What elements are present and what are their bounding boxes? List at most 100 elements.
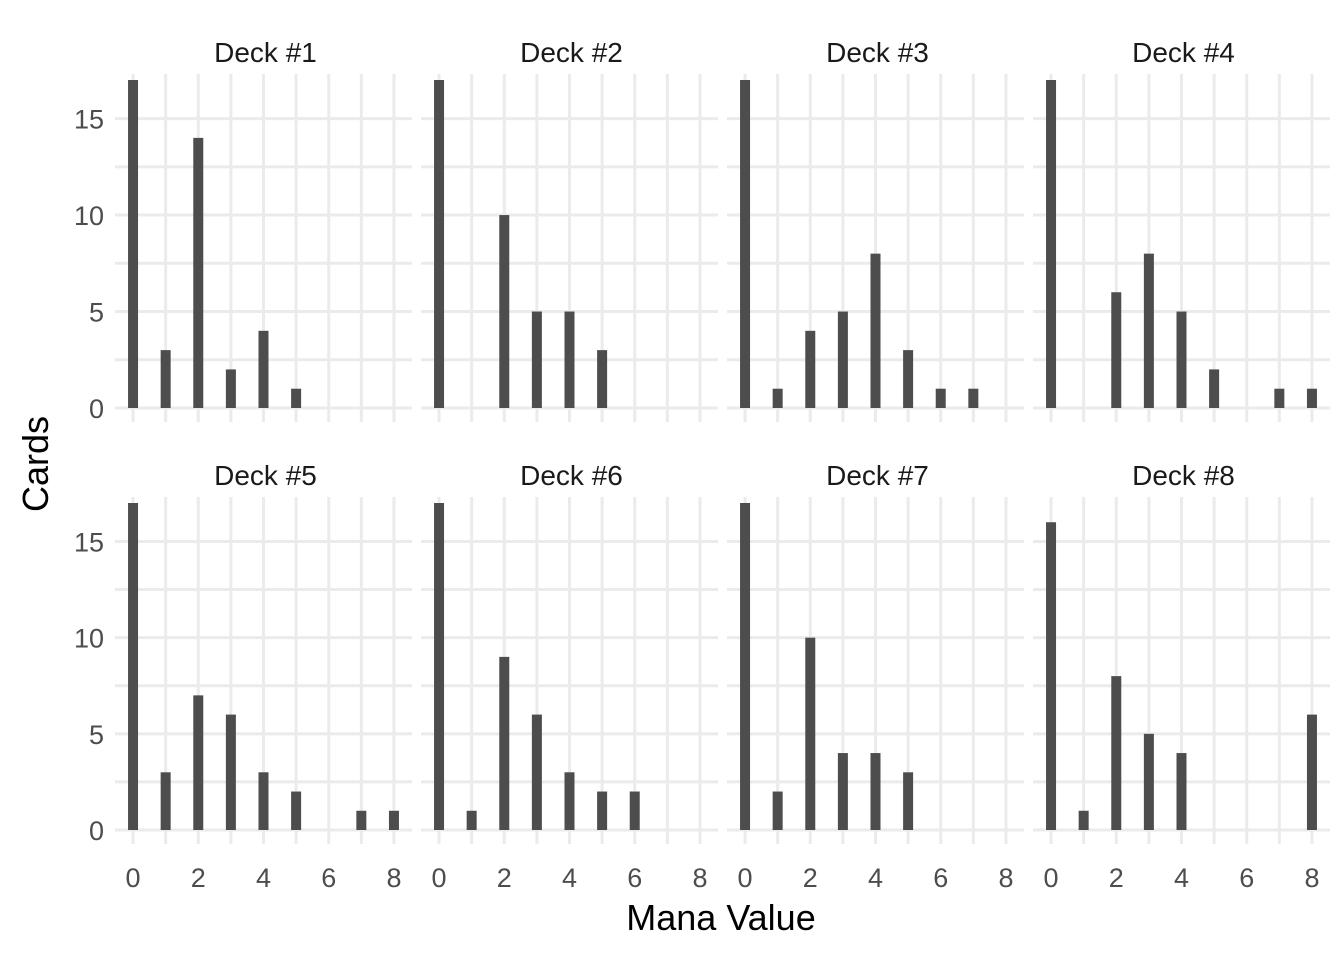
- bar-mana-0: [434, 503, 445, 830]
- x-tick-label: 4: [1174, 863, 1189, 893]
- bar-mana-3: [225, 714, 236, 830]
- bar-mana-7: [356, 810, 367, 830]
- bar-mana-0: [740, 80, 751, 408]
- panel-title: Deck #4: [1132, 37, 1235, 68]
- bar-mana-4: [258, 330, 269, 408]
- x-tick-label: 8: [998, 863, 1013, 893]
- bar-mana-3: [531, 714, 542, 830]
- bar-mana-4: [870, 753, 881, 830]
- bar-mana-3: [1143, 733, 1154, 830]
- bar-mana-5: [903, 772, 914, 830]
- x-tick-label: 6: [1239, 863, 1254, 893]
- bar-mana-0: [1046, 80, 1057, 408]
- x-tick-label: 8: [692, 863, 707, 893]
- x-tick-label: 0: [1044, 863, 1059, 893]
- x-tick-label: 4: [256, 863, 271, 893]
- x-tick-label: 0: [738, 863, 753, 893]
- y-axis-title: Cards: [15, 416, 56, 512]
- x-tick-label: 2: [191, 863, 206, 893]
- bar-mana-5: [597, 350, 608, 408]
- bar-mana-1: [160, 350, 171, 408]
- x-axis-title: Mana Value: [626, 897, 815, 938]
- bar-mana-4: [564, 772, 575, 830]
- bar-mana-5: [291, 791, 302, 830]
- y-tick-label: 10: [74, 624, 104, 654]
- bar-mana-6: [629, 791, 640, 830]
- x-tick-label: 2: [803, 863, 818, 893]
- bar-mana-0: [1046, 522, 1057, 830]
- bar-mana-8: [1306, 714, 1317, 830]
- panel-title: Deck #7: [826, 460, 929, 491]
- bar-mana-4: [1176, 311, 1187, 408]
- facet-panel-2: Deck #2: [421, 37, 718, 422]
- bar-mana-7: [1274, 388, 1285, 408]
- bar-mana-5: [291, 388, 302, 408]
- bar-mana-4: [1176, 753, 1187, 830]
- bar-mana-2: [805, 637, 816, 830]
- bar-mana-5: [1209, 369, 1220, 408]
- bar-mana-3: [531, 311, 542, 408]
- bar-mana-5: [903, 350, 914, 408]
- bar-mana-2: [1111, 292, 1122, 408]
- bar-mana-8: [388, 810, 399, 830]
- bar-mana-3: [837, 753, 848, 830]
- facet-panel-4: Deck #4: [1033, 37, 1330, 422]
- x-tick-label: 2: [497, 863, 512, 893]
- bar-mana-2: [805, 330, 816, 408]
- x-tick-label: 8: [386, 863, 401, 893]
- y-tick-label: 15: [74, 527, 104, 557]
- bar-mana-2: [193, 695, 204, 830]
- y-tick-label: 15: [74, 105, 104, 135]
- x-tick-label: 8: [1304, 863, 1319, 893]
- facet-panel-3: Deck #3: [727, 37, 1024, 422]
- x-tick-label: 6: [627, 863, 642, 893]
- facet-panel-8: Deck #8: [1033, 460, 1330, 844]
- bar-mana-3: [225, 369, 236, 408]
- bar-mana-4: [870, 253, 881, 408]
- facet-panel-1: Deck #1: [115, 37, 412, 422]
- bar-mana-0: [128, 503, 139, 830]
- x-tick-label: 2: [1109, 863, 1124, 893]
- bar-mana-0: [128, 80, 139, 408]
- y-tick-label: 0: [89, 394, 104, 424]
- y-tick-label: 0: [89, 816, 104, 846]
- y-tick-label: 5: [89, 720, 104, 750]
- bar-mana-2: [499, 215, 510, 408]
- x-tick-label: 6: [321, 863, 336, 893]
- bar-mana-6: [935, 388, 946, 408]
- x-tick-label: 6: [933, 863, 948, 893]
- panel-title: Deck #6: [520, 460, 623, 491]
- bar-mana-0: [434, 80, 445, 408]
- panel-title: Deck #3: [826, 37, 929, 68]
- bar-mana-1: [772, 388, 783, 408]
- axis-labels: 0 5 10 15 0 5 10 15 0 2 4 6 8 0 2 4 6 8 0 2 4 6 8 0 2 4 6 8: [74, 105, 1320, 893]
- bar-mana-0: [740, 503, 751, 830]
- panel-title: Deck #2: [520, 37, 623, 68]
- facet-panel-6: Deck #6: [421, 460, 718, 844]
- bar-mana-4: [258, 772, 269, 830]
- bar-mana-1: [772, 791, 783, 830]
- bar-mana-2: [1111, 676, 1122, 830]
- y-tick-label: 5: [89, 298, 104, 328]
- x-tick-label: 4: [868, 863, 883, 893]
- facet-panels: Deck #1 Deck #2 Deck #3 Deck #4 Deck #5 Deck …: [115, 37, 1330, 844]
- bar-mana-7: [968, 388, 979, 408]
- x-tick-label: 0: [432, 863, 447, 893]
- bar-mana-2: [499, 656, 510, 830]
- bar-mana-3: [1143, 253, 1154, 408]
- bar-mana-1: [1078, 810, 1089, 830]
- panel-title: Deck #5: [214, 460, 317, 491]
- bar-mana-4: [564, 311, 575, 408]
- x-tick-label: 4: [562, 863, 577, 893]
- bar-mana-2: [193, 137, 204, 408]
- facet-panel-7: Deck #7: [727, 460, 1024, 844]
- facet-panel-5: Deck #5: [115, 460, 412, 844]
- panel-title: Deck #1: [214, 37, 317, 68]
- bar-mana-8: [1306, 388, 1317, 408]
- bar-mana-3: [837, 311, 848, 408]
- bar-mana-1: [160, 772, 171, 830]
- bar-mana-1: [466, 810, 477, 830]
- panel-title: Deck #8: [1132, 460, 1235, 491]
- bar-mana-5: [597, 791, 608, 830]
